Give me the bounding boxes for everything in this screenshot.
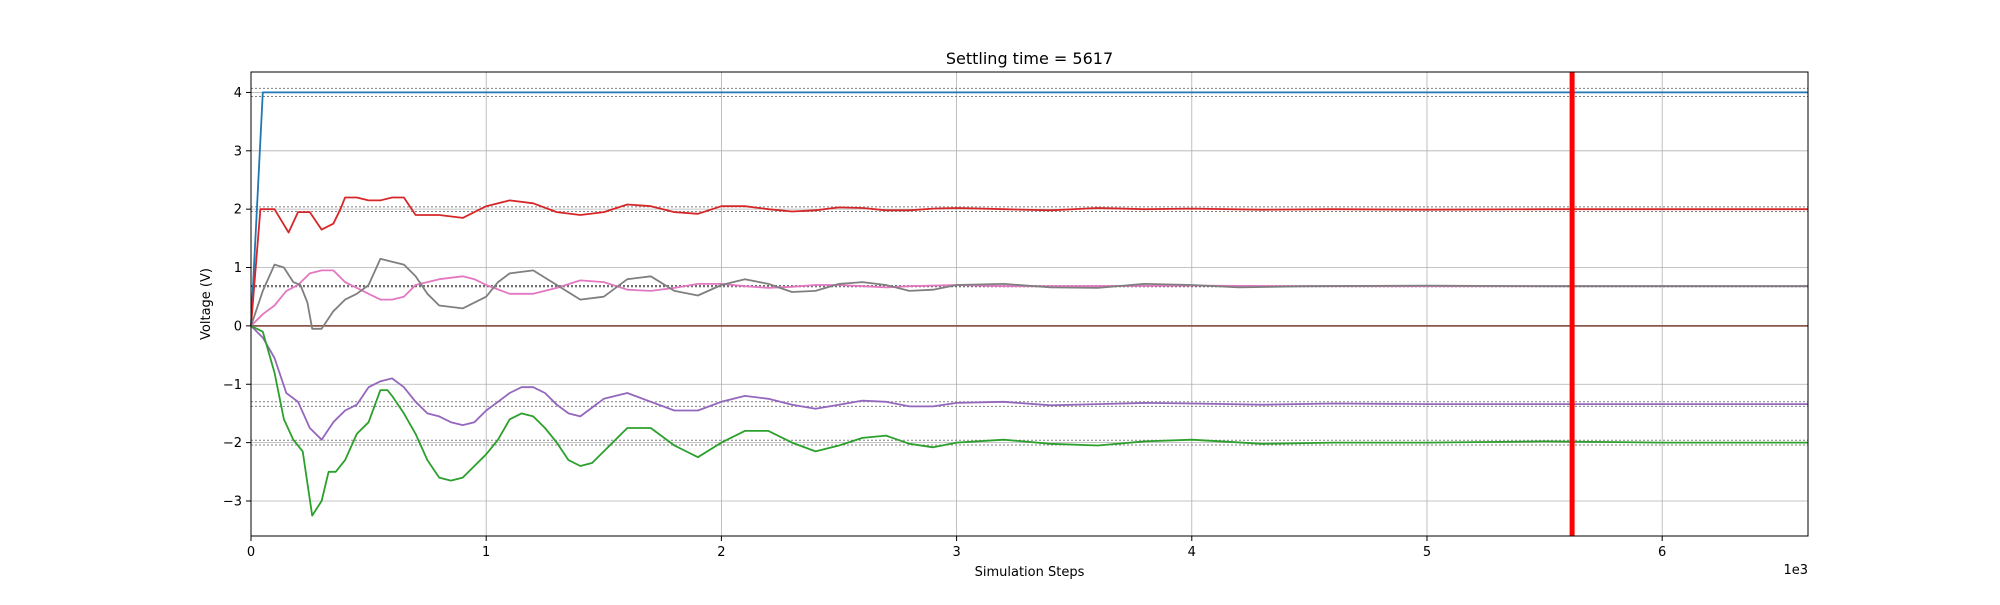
y-tick-label: 3 <box>234 144 242 159</box>
y-tick-label: −1 <box>223 378 242 393</box>
x-axis-multiplier: 1e3 <box>1783 563 1808 578</box>
x-tick-label: 4 <box>1188 545 1196 560</box>
y-tick-label: 2 <box>234 203 242 218</box>
y-axis-label: Voltage (V) <box>199 268 214 340</box>
x-tick-label: 5 <box>1423 545 1431 560</box>
plot-frame <box>250 71 1809 537</box>
y-tick-label: −3 <box>223 494 242 509</box>
x-axis-label: Simulation Steps <box>975 565 1085 580</box>
y-tick-label: −2 <box>223 436 242 451</box>
x-tick-label: 1 <box>482 545 490 560</box>
series-line-1 <box>250 91 1808 326</box>
x-tick-label: 2 <box>717 545 725 560</box>
x-tick-label: 0 <box>247 545 255 560</box>
series-line-6 <box>250 325 1808 441</box>
series-line-4 <box>250 269 1808 327</box>
series-lines <box>250 91 1808 517</box>
x-tick-label: 6 <box>1658 545 1666 560</box>
series-line-5 <box>250 257 1808 330</box>
axis-ticks: 0 1 2 3 4 5 6 −3 −2 −1 0 1 2 3 4 <box>223 86 1666 560</box>
x-tick-label: 3 <box>952 545 960 560</box>
chart-title: Settling time = 5617 <box>946 49 1113 68</box>
series-line-3 <box>250 196 1808 326</box>
series-line-7 <box>250 325 1808 517</box>
y-tick-label: 0 <box>234 319 242 334</box>
y-tick-label: 1 <box>234 261 242 276</box>
y-tick-label: 4 <box>234 86 242 101</box>
